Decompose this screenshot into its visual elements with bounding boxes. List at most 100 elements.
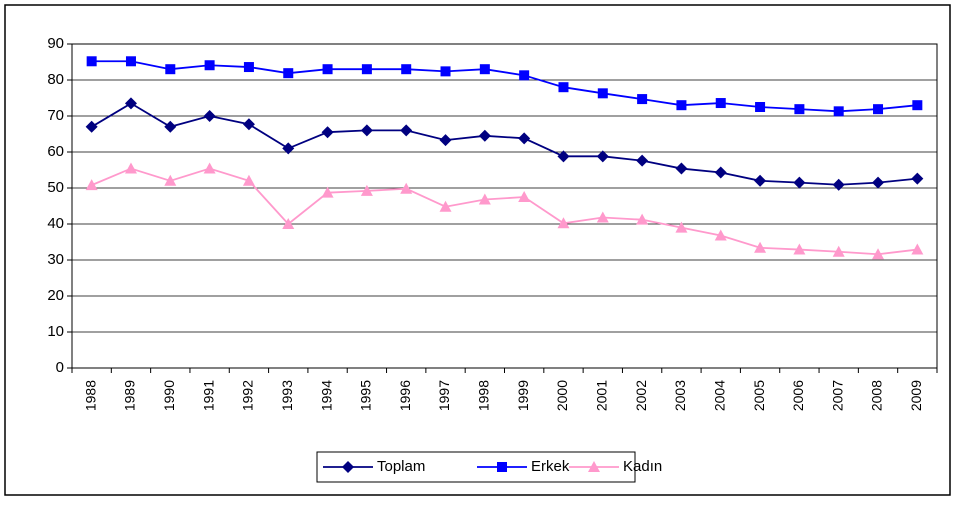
x-tick-label: 1993 [279,380,295,411]
marker [124,97,137,110]
x-tick-label: 2007 [829,380,845,411]
marker [361,64,372,75]
marker [439,200,452,212]
x-tick-label: 1996 [397,380,413,411]
marker [283,68,294,79]
y-tick-label: 30 [47,251,64,268]
marker [360,124,373,137]
legend-label: Erkek [531,458,570,475]
marker [557,217,570,229]
marker [714,166,727,179]
marker [164,120,177,133]
y-tick-label: 70 [47,107,64,124]
legend-marker [588,461,600,472]
marker [242,118,255,131]
marker [243,62,254,73]
marker [832,178,845,191]
marker [873,104,884,115]
x-tick-label: 1999 [515,380,531,411]
y-tick-label: 90 [47,35,64,52]
marker [715,98,726,109]
x-tick-label: 2005 [751,380,767,411]
marker [676,100,687,111]
y-tick-label: 60 [47,143,64,160]
x-tick-label: 2006 [790,380,806,411]
y-tick-label: 0 [56,359,64,376]
marker [125,56,136,67]
marker [832,245,845,257]
marker [794,104,805,115]
legend-label: Toplam [377,458,425,475]
marker [912,100,923,111]
marker [478,193,491,205]
marker [596,211,609,223]
marker [636,213,649,225]
marker [322,64,333,75]
marker [675,162,688,175]
marker [360,184,373,196]
marker [557,150,570,163]
y-tick-label: 50 [47,179,64,196]
marker [558,82,569,93]
marker [479,64,490,75]
y-tick-label: 20 [47,287,64,304]
marker [86,56,97,67]
marker [793,243,806,255]
marker [124,162,137,174]
marker [911,172,924,185]
x-tick-label: 2008 [869,380,885,411]
marker [85,179,98,191]
marker [755,102,766,112]
marker [754,174,767,187]
marker [872,248,885,260]
x-tick-label: 1998 [476,380,492,411]
x-tick-label: 1995 [358,380,374,411]
x-tick-label: 2003 [672,380,688,411]
legend-marker [342,461,354,473]
marker [400,182,413,194]
marker [714,229,727,241]
marker [242,174,255,186]
marker [321,126,334,139]
x-tick-label: 1990 [161,380,177,411]
marker [872,176,885,189]
marker [439,134,452,147]
marker [478,129,491,142]
y-tick-label: 80 [47,71,64,88]
marker [793,176,806,189]
marker [754,241,767,253]
series-line [91,60,918,113]
marker [518,191,531,202]
x-tick-label: 2004 [711,380,727,411]
x-tick-label: 2000 [554,380,570,411]
marker [203,162,216,174]
x-tick-label: 1989 [122,380,138,411]
marker [440,66,451,77]
marker [911,243,924,255]
x-tick-label: 2002 [633,380,649,411]
y-tick-label: 40 [47,215,64,232]
marker [165,64,176,75]
marker [204,60,215,71]
series-line [91,102,918,186]
x-tick-label: 1997 [436,380,452,411]
x-tick-label: 1994 [318,380,334,411]
marker [519,70,530,81]
x-tick-label: 2009 [908,380,924,411]
legend-label: Kadın [623,458,662,475]
marker [637,94,648,105]
series-line [91,167,918,256]
marker [636,154,649,167]
marker [85,120,98,133]
marker [675,221,688,233]
x-tick-label: 2001 [593,380,609,411]
marker [282,142,295,155]
marker [321,186,334,198]
marker [518,132,531,145]
x-tick-label: 1992 [240,380,256,411]
x-tick-label: 1991 [200,380,216,411]
legend-marker [497,462,507,472]
marker [597,88,608,99]
y-tick-label: 10 [47,323,64,340]
